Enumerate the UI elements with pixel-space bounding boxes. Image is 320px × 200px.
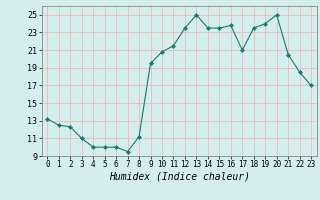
X-axis label: Humidex (Indice chaleur): Humidex (Indice chaleur) <box>109 172 250 182</box>
